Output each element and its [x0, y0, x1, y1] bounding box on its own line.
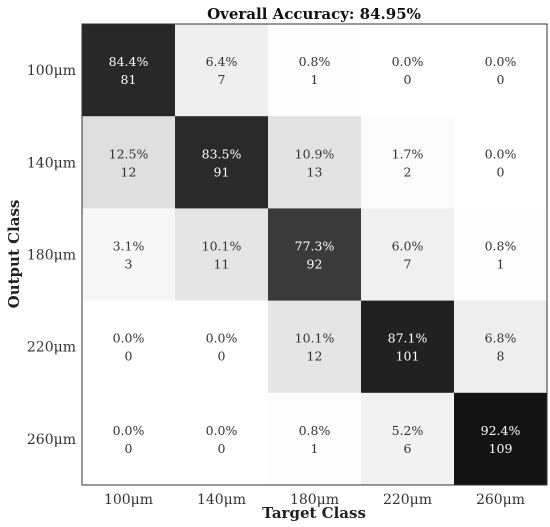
cell-percent-label: 10.1%	[295, 331, 335, 346]
cell-count-label: 109	[489, 441, 513, 456]
cell-percent-label: 5.2%	[392, 423, 424, 438]
matrix-cells: 84.4%816.4%70.8%10.0%00.0%012.5%1283.5%9…	[82, 24, 548, 486]
cell-count-label: 1	[497, 257, 505, 272]
matrix-cell	[175, 392, 269, 486]
cell-count-label: 81	[121, 72, 137, 87]
x-axis-title: Target Class	[262, 504, 366, 522]
cell-count-label: 11	[214, 257, 230, 272]
matrix-cell	[175, 208, 269, 302]
cell-percent-label: 84.4%	[109, 54, 149, 69]
cell-percent-label: 0.8%	[485, 239, 517, 254]
cell-count-label: 8	[497, 349, 505, 364]
cell-percent-label: 10.9%	[295, 146, 335, 161]
x-tick-label: 220μm	[383, 492, 432, 508]
cell-percent-label: 6.4%	[206, 54, 238, 69]
cell-count-label: 7	[404, 257, 412, 272]
cell-count-label: 91	[214, 164, 230, 179]
matrix-cell	[82, 116, 176, 209]
matrix-cell	[268, 24, 362, 117]
cell-percent-label: 83.5%	[202, 146, 242, 161]
y-tick-label: 140μm	[27, 155, 76, 171]
matrix-cell	[454, 392, 548, 486]
cell-percent-label: 10.1%	[202, 239, 242, 254]
matrix-cell	[82, 24, 176, 117]
y-tick-label: 100μm	[27, 63, 76, 79]
cell-count-label: 0	[218, 349, 226, 364]
cell-count-label: 0	[125, 441, 133, 456]
cell-count-label: 12	[121, 164, 137, 179]
cell-count-label: 0	[125, 349, 133, 364]
cell-percent-label: 87.1%	[388, 331, 428, 346]
cell-percent-label: 92.4%	[481, 423, 521, 438]
matrix-cell	[361, 392, 455, 486]
cell-percent-label: 0.0%	[485, 146, 517, 161]
x-tick-labels: 100μm 140μm 180μm 220μm 260μm	[104, 492, 525, 508]
matrix-cell	[268, 208, 362, 302]
cell-percent-label: 77.3%	[295, 239, 335, 254]
cell-count-label: 6	[404, 441, 412, 456]
cell-percent-label: 6.0%	[392, 239, 424, 254]
plot-frame	[81, 23, 548, 486]
cell-percent-label: 0.0%	[485, 54, 517, 69]
matrix-cell	[361, 116, 455, 209]
cell-count-label: 3	[125, 257, 133, 272]
y-tick-label: 220μm	[27, 340, 76, 356]
matrix-cell	[454, 300, 548, 394]
matrix-cell	[361, 208, 455, 302]
cell-count-label: 0	[404, 72, 412, 87]
cell-count-label: 2	[404, 164, 412, 179]
y-axis-title: Output Class	[5, 200, 23, 309]
cell-percent-label: 0.0%	[206, 423, 238, 438]
matrix-cell	[454, 24, 548, 117]
y-tick-labels: 100μm 140μm 180μm 220μm 260μm	[27, 63, 76, 448]
cell-percent-label: 6.8%	[485, 331, 517, 346]
matrix-cell	[454, 116, 548, 209]
cell-percent-label: 0.0%	[392, 54, 424, 69]
cell-percent-label: 0.0%	[206, 331, 238, 346]
matrix-cell	[175, 300, 269, 394]
matrix-cell	[175, 116, 269, 209]
y-tick-label: 260μm	[27, 432, 76, 448]
cell-count-label: 0	[497, 164, 505, 179]
y-tick-label: 180μm	[27, 248, 76, 264]
cell-count-label: 0	[497, 72, 505, 87]
cell-percent-label: 3.1%	[113, 239, 145, 254]
cell-count-label: 7	[218, 72, 226, 87]
cell-percent-label: 0.8%	[299, 423, 331, 438]
x-tick-label: 100μm	[104, 492, 153, 508]
matrix-cell	[361, 300, 455, 394]
matrix-cell	[82, 208, 176, 302]
matrix-cell	[82, 300, 176, 394]
cell-count-label: 12	[307, 349, 323, 364]
cell-count-label: 13	[307, 164, 323, 179]
cell-count-label: 1	[311, 72, 319, 87]
matrix-cell	[82, 392, 176, 486]
matrix-cell	[454, 208, 548, 302]
cell-count-label: 0	[218, 441, 226, 456]
x-tick-label: 140μm	[197, 492, 246, 508]
matrix-cell	[268, 300, 362, 394]
cell-percent-label: 0.8%	[299, 54, 331, 69]
cell-percent-label: 0.0%	[113, 423, 145, 438]
cell-count-label: 101	[396, 349, 420, 364]
matrix-cell	[268, 116, 362, 209]
chart-title: Overall Accuracy: 84.95%	[207, 5, 421, 23]
matrix-cell	[268, 392, 362, 486]
x-tick-label: 180μm	[290, 492, 339, 508]
cell-percent-label: 0.0%	[113, 331, 145, 346]
cell-percent-label: 1.7%	[392, 146, 424, 161]
cell-percent-label: 12.5%	[109, 146, 149, 161]
cell-count-label: 92	[307, 257, 323, 272]
cell-count-label: 1	[311, 441, 319, 456]
matrix-cell	[175, 24, 269, 117]
matrix-cell	[361, 24, 455, 117]
x-tick-label: 260μm	[476, 492, 525, 508]
